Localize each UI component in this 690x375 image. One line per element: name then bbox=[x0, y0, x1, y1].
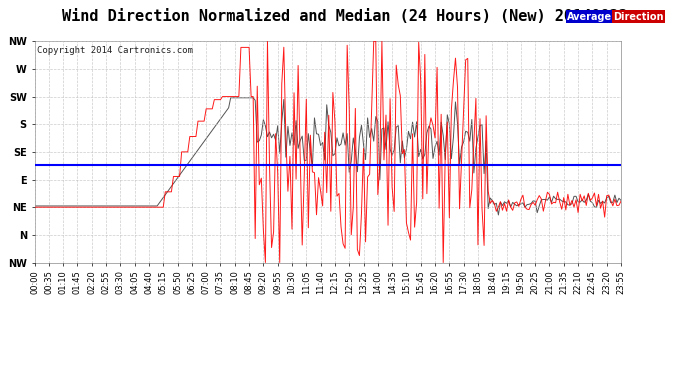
Text: Average: Average bbox=[567, 12, 613, 22]
Text: Copyright 2014 Cartronics.com: Copyright 2014 Cartronics.com bbox=[37, 46, 193, 55]
Text: Wind Direction Normalized and Median (24 Hours) (New) 20140822: Wind Direction Normalized and Median (24… bbox=[62, 9, 628, 24]
Text: Direction: Direction bbox=[613, 12, 664, 22]
